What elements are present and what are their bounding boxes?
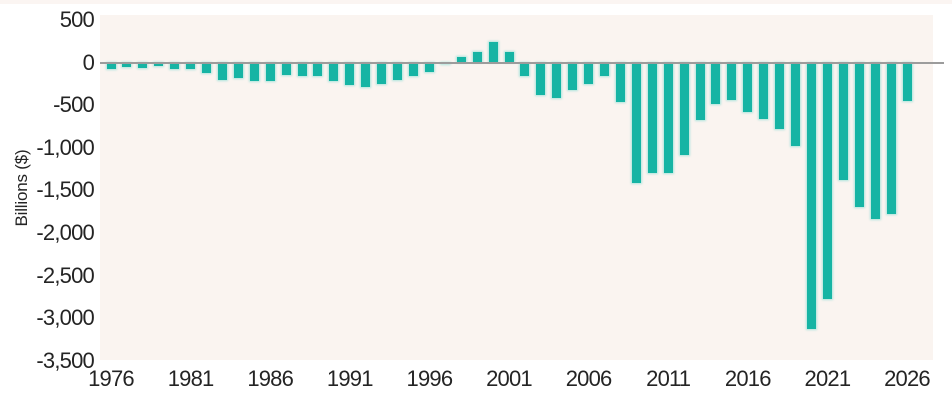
bar-1989 <box>313 62 323 76</box>
bar-1993 <box>377 62 387 85</box>
bar-1988 <box>297 62 307 76</box>
x-tick-label: 1981 <box>167 366 215 391</box>
bar-1984 <box>233 62 243 79</box>
bar-1992 <box>361 62 371 88</box>
x-tick-label: 2001 <box>486 366 533 391</box>
bar-2006 <box>584 62 594 84</box>
bar-1999 <box>472 51 482 63</box>
bar-1976 <box>106 62 116 69</box>
bar-1982 <box>202 62 212 74</box>
bar-2017 <box>759 62 769 120</box>
bar-2003 <box>536 62 546 95</box>
bar-1996 <box>424 62 434 72</box>
y-tick-label: -3,000 <box>36 305 94 331</box>
x-tick-label: 1991 <box>326 366 374 391</box>
bar-2008 <box>615 62 625 102</box>
bar-2022 <box>838 62 848 180</box>
bar-2011 <box>663 62 673 174</box>
bar-1990 <box>329 62 339 82</box>
top-edge-strip <box>0 0 952 4</box>
y-tick-label: -2,500 <box>36 262 94 288</box>
y-tick-label: -1,000 <box>36 134 94 160</box>
bar-1998 <box>456 56 466 63</box>
x-tick-label: 2006 <box>565 366 613 391</box>
bar-2018 <box>775 62 785 129</box>
y-tick-label: -2,000 <box>36 219 94 245</box>
bar-1977 <box>122 62 132 68</box>
bar-2016 <box>743 62 753 113</box>
bar-2023 <box>854 62 864 207</box>
bar-1979 <box>154 62 164 66</box>
zero-line <box>100 61 944 64</box>
bar-1980 <box>170 62 180 69</box>
bar-2000 <box>488 42 498 63</box>
bar-2020 <box>806 62 816 330</box>
bar-1995 <box>408 62 418 77</box>
bar-1994 <box>393 62 403 80</box>
bar-2024 <box>870 62 880 219</box>
bar-2026 <box>902 62 912 101</box>
bar-2004 <box>552 62 562 98</box>
bar-1986 <box>265 62 275 82</box>
y-tick-label: 500 <box>59 6 95 32</box>
x-tick-label: 2016 <box>724 366 772 391</box>
x-tick-label: 1986 <box>247 366 294 391</box>
x-tick-label: 2026 <box>884 366 931 391</box>
x-tick-label: 1996 <box>406 366 454 391</box>
bar-2012 <box>679 62 689 156</box>
bar-1983 <box>217 62 227 81</box>
y-tick-label: -1,500 <box>36 177 94 203</box>
y-tick-label: 0 <box>82 49 95 75</box>
bar-2025 <box>886 62 896 214</box>
bar-2002 <box>520 62 530 76</box>
bar-2007 <box>600 62 610 77</box>
plot-area <box>100 15 944 360</box>
bar-2001 <box>504 51 514 63</box>
bar-2009 <box>631 62 641 183</box>
x-tick-label: 1976 <box>88 366 135 391</box>
bar-1991 <box>345 62 355 86</box>
bar-2014 <box>711 62 721 104</box>
bar-1985 <box>249 62 259 81</box>
bar-2010 <box>647 62 657 173</box>
bar-2013 <box>695 62 705 121</box>
x-tick-label: 2011 <box>646 366 691 391</box>
x-tick-label: 2021 <box>804 366 852 391</box>
bar-2015 <box>727 62 737 101</box>
bar-1981 <box>186 62 196 70</box>
bar-1978 <box>138 62 148 68</box>
y-axis-title: Billions ($) <box>12 149 31 227</box>
bar-1987 <box>281 62 291 76</box>
y-tick-label: -3,500 <box>36 347 94 373</box>
bar-2021 <box>822 62 832 299</box>
y-tick-label: -500 <box>53 92 95 118</box>
bar-2005 <box>568 62 578 90</box>
bar-2019 <box>791 62 801 147</box>
